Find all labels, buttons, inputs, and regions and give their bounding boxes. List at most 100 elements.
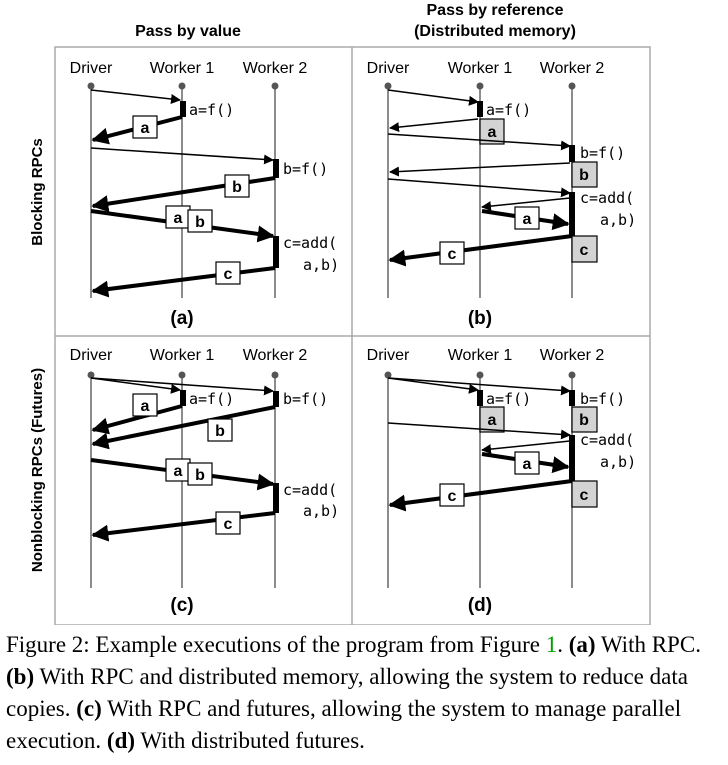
code-label-b-f: b=f() — [580, 144, 625, 162]
driver-timeline-start — [87, 82, 95, 90]
execution-bar-worker-2-add — [569, 192, 575, 236]
actor-label-worker-1: Worker 1 — [448, 60, 513, 77]
call-arrow-add-worker-2 — [387, 422, 571, 440]
value-box-a — [132, 393, 158, 417]
return-arrow-c — [91, 266, 276, 298]
actor-label-worker-1: Worker 1 — [150, 60, 215, 77]
column-header-distributed-memory: (Distributed memory) — [414, 23, 576, 40]
stored-object-label-a: a — [488, 124, 497, 141]
caption-text-c: With RPC and futures, allowing the syste… — [6, 696, 682, 753]
fetch-request-arrow — [481, 440, 571, 455]
actor-label-driver: Driver — [367, 347, 410, 364]
return-arrow-c — [388, 234, 573, 267]
call-arrow-add-worker-2 — [387, 178, 571, 198]
value-box-b — [207, 418, 233, 442]
value-box-b-arg — [187, 209, 213, 233]
value-label-b-arg: b — [195, 467, 205, 484]
caption-label-d: (d) — [106, 728, 136, 753]
code-label-b-f: b=f() — [283, 160, 328, 178]
code-label-c-add-2: a,b) — [600, 211, 636, 229]
worker-1-timeline-start — [178, 371, 186, 379]
code-label-c-add-1: c=add( — [283, 481, 337, 499]
panel-label-b: (b) — [468, 308, 492, 329]
value-box-b-arg — [187, 462, 213, 486]
driver-timeline-start — [384, 371, 392, 379]
value-box-b — [224, 174, 250, 198]
value-label-a: a — [141, 120, 150, 137]
panel-label-d: (d) — [468, 595, 492, 616]
reference-return-arrow-b — [389, 162, 571, 177]
actor-label-worker-2: Worker 2 — [540, 347, 605, 364]
caption-text-d: With distributed futures. — [135, 728, 365, 753]
panel-label-c: (c) — [170, 595, 193, 616]
call-arrow-f-worker-2 — [90, 377, 274, 396]
driver-timeline-start — [87, 371, 95, 379]
panel-a: Driver Worker 1 Worker 2 a=f() a b=f() b… — [70, 60, 339, 329]
execution-bar-worker-2-f — [569, 145, 575, 162]
call-arrow-f-worker-1 — [90, 377, 181, 394]
return-arrow-c — [91, 511, 276, 542]
value-label-a: a — [141, 398, 150, 415]
return-arrow-a — [91, 404, 183, 435]
call-arrow-f-worker-1 — [90, 89, 181, 104]
code-label-c-add-1: c=add( — [580, 189, 634, 207]
execution-bar-worker-2-f — [569, 390, 575, 406]
value-label-c: c — [224, 516, 233, 533]
stored-object-label-c: c — [580, 487, 589, 504]
code-label-a-f: a=f() — [486, 390, 531, 408]
value-label-b-arg: b — [195, 214, 205, 231]
code-label-c-add-2: a,b) — [303, 502, 339, 520]
fetch-request-arrow — [481, 197, 571, 212]
panel-label-a: (a) — [170, 308, 193, 329]
worker-1-timeline-start — [476, 82, 484, 90]
code-label-b-f: b=f() — [580, 390, 625, 408]
execution-bar-worker-1 — [477, 101, 483, 117]
value-box-a-transfer — [514, 451, 540, 475]
code-label-b-f: b=f() — [283, 390, 328, 408]
driver-timeline-start — [384, 82, 392, 90]
actor-label-worker-2: Worker 2 — [540, 60, 605, 77]
actor-label-worker-2: Worker 2 — [243, 347, 308, 364]
stored-object-label-b: b — [579, 412, 589, 429]
call-arrow-f-worker-1 — [387, 377, 479, 394]
stored-object-box-a — [479, 406, 505, 433]
code-label-a-f: a=f() — [486, 101, 531, 119]
value-label-a-arg: a — [174, 463, 183, 480]
call-arrow-f-worker-2 — [387, 133, 571, 151]
panel-d: Driver Worker 1 Worker 2 a=f() b=f() a b… — [367, 347, 636, 616]
stored-object-box-c — [571, 235, 598, 263]
value-label-b: b — [232, 179, 242, 196]
actor-label-driver: Driver — [70, 347, 113, 364]
worker-2-timeline-start — [271, 82, 279, 90]
code-label-a-f: a=f() — [189, 101, 234, 119]
execution-bar-worker-2-add — [569, 435, 575, 481]
value-box-a-transfer — [514, 206, 540, 230]
actor-label-worker-1: Worker 1 — [448, 347, 513, 364]
figure-diagram: Pass by value Pass by reference (Distrib… — [29, 2, 651, 625]
stored-object-label-b: b — [579, 167, 589, 184]
caption-label-c: (c) — [76, 696, 102, 721]
panel-c: Driver Worker 1 Worker 2 a=f() b=f() a b… — [70, 347, 339, 616]
figure-reference-link[interactable]: 1 — [545, 632, 558, 657]
stored-object-box-b — [571, 406, 598, 433]
worker-2-timeline-start — [568, 371, 576, 379]
return-arrow-c — [388, 479, 573, 512]
value-box-c — [215, 511, 241, 535]
figure-caption: Figure 2: Example executions of the prog… — [6, 629, 728, 757]
caption-separator: . — [557, 632, 569, 657]
stored-object-label-c: c — [580, 242, 589, 259]
value-label-c: c — [448, 246, 457, 263]
value-label-b: b — [215, 423, 225, 440]
actor-label-driver: Driver — [70, 60, 113, 77]
stored-object-box-b — [571, 161, 598, 188]
value-box-a — [132, 115, 158, 139]
stored-object-label-a: a — [488, 412, 497, 429]
worker-1-timeline-start — [476, 371, 484, 379]
value-label-a-transfer: a — [523, 211, 532, 228]
code-label-c-add-1: c=add( — [283, 234, 337, 252]
row-header-nonblocking: Nonblocking RPCs (Futures) — [29, 368, 46, 572]
code-label-a-f: a=f() — [189, 390, 234, 408]
execution-bar-worker-1 — [477, 390, 483, 406]
caption-label-a: (a) — [568, 632, 596, 657]
stored-object-box-c — [571, 480, 598, 508]
